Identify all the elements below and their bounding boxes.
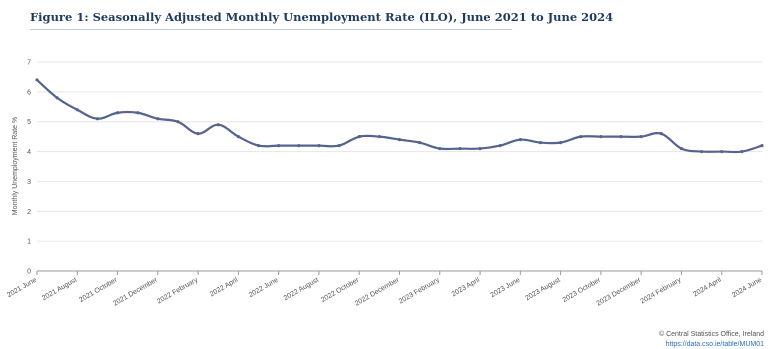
data-point bbox=[579, 135, 583, 139]
data-point bbox=[236, 135, 240, 139]
data-point bbox=[599, 135, 603, 139]
y-tick-label: 0 bbox=[27, 269, 31, 276]
x-tick-label: 2024 June bbox=[731, 277, 763, 299]
x-tick-label: 2022 February bbox=[156, 276, 199, 305]
x-tick-label: 2023 June bbox=[490, 277, 522, 299]
x-tick-label: 2023 October bbox=[562, 276, 603, 304]
x-tick-label: 2021 October bbox=[78, 276, 119, 304]
source-credit: © Central Statistics Office, Ireland bbox=[658, 331, 764, 338]
series-line bbox=[35, 78, 764, 154]
data-point bbox=[438, 146, 442, 151]
data-point bbox=[95, 117, 100, 121]
data-point bbox=[760, 144, 764, 148]
data-point bbox=[498, 144, 502, 148]
series-layer bbox=[35, 78, 764, 154]
data-point bbox=[75, 108, 79, 112]
data-point bbox=[699, 149, 704, 154]
data-point bbox=[659, 132, 663, 136]
x-tick-label: 2021 June bbox=[6, 277, 38, 299]
chart-title: Figure 1: Seasonally Adjusted Monthly Un… bbox=[30, 10, 614, 24]
data-point bbox=[397, 138, 402, 142]
x-tick-label: 2022 August bbox=[283, 277, 320, 303]
data-point bbox=[538, 141, 543, 145]
y-tick-label: 7 bbox=[27, 60, 31, 67]
x-tick-label: 2023 February bbox=[398, 276, 441, 305]
x-tick-label: 2021 August bbox=[41, 277, 78, 303]
axes bbox=[36, 270, 763, 275]
y-tick-label: 6 bbox=[27, 89, 31, 96]
data-point bbox=[418, 141, 422, 145]
x-tick-label: 2022 June bbox=[248, 277, 280, 299]
y-tick-label: 4 bbox=[27, 149, 31, 156]
x-tick-label: 2024 February bbox=[640, 276, 683, 305]
data-point bbox=[458, 146, 462, 151]
data-point bbox=[317, 144, 321, 148]
data-point bbox=[277, 144, 281, 148]
x-tick-label: 2023 December bbox=[596, 276, 643, 307]
x-tick-label: 2022 October bbox=[320, 276, 361, 304]
data-point bbox=[256, 144, 261, 148]
y-tick-label: 3 bbox=[27, 179, 31, 186]
data-point bbox=[679, 146, 684, 151]
y-tick-label: 2 bbox=[27, 209, 31, 216]
data-point bbox=[176, 120, 180, 124]
y-tick-label: 5 bbox=[27, 119, 31, 126]
x-tick-label: 2023 August bbox=[524, 277, 561, 303]
data-point bbox=[156, 117, 160, 121]
x-tick-label: 2023 April bbox=[451, 276, 482, 298]
source-link[interactable]: https://data.cso.ie/table/MUM01 bbox=[665, 341, 764, 348]
data-point bbox=[639, 135, 643, 139]
data-point bbox=[35, 78, 39, 82]
data-point bbox=[619, 135, 623, 139]
data-point bbox=[55, 96, 59, 100]
x-tick-label: 2024 April bbox=[692, 276, 723, 298]
data-point bbox=[136, 111, 140, 115]
data-point bbox=[297, 144, 301, 148]
data-point bbox=[357, 135, 361, 139]
data-point bbox=[196, 132, 200, 136]
x-tick-label: 2022 April bbox=[209, 276, 240, 298]
data-point bbox=[740, 149, 744, 154]
data-point bbox=[518, 138, 522, 142]
data-point bbox=[216, 123, 220, 127]
data-point bbox=[720, 149, 724, 154]
y-tick-labels: 0 1 2 3 4 5 6 7 bbox=[27, 60, 31, 276]
data-point bbox=[337, 144, 341, 148]
x-tick-label: 2021 December bbox=[112, 276, 159, 307]
title-underline bbox=[30, 29, 512, 30]
gridlines bbox=[37, 61, 762, 242]
y-axis-label: Monthly Unemployment Rate % bbox=[12, 117, 19, 215]
y-tick-label: 1 bbox=[27, 239, 31, 246]
data-point bbox=[478, 146, 482, 151]
data-point bbox=[377, 135, 381, 139]
data-point bbox=[115, 111, 120, 115]
line-chart: Monthly Unemployment Rate % 2021 June 202… bbox=[6, 60, 764, 308]
x-tick-label: 2022 December bbox=[354, 276, 401, 307]
data-point bbox=[559, 141, 563, 145]
